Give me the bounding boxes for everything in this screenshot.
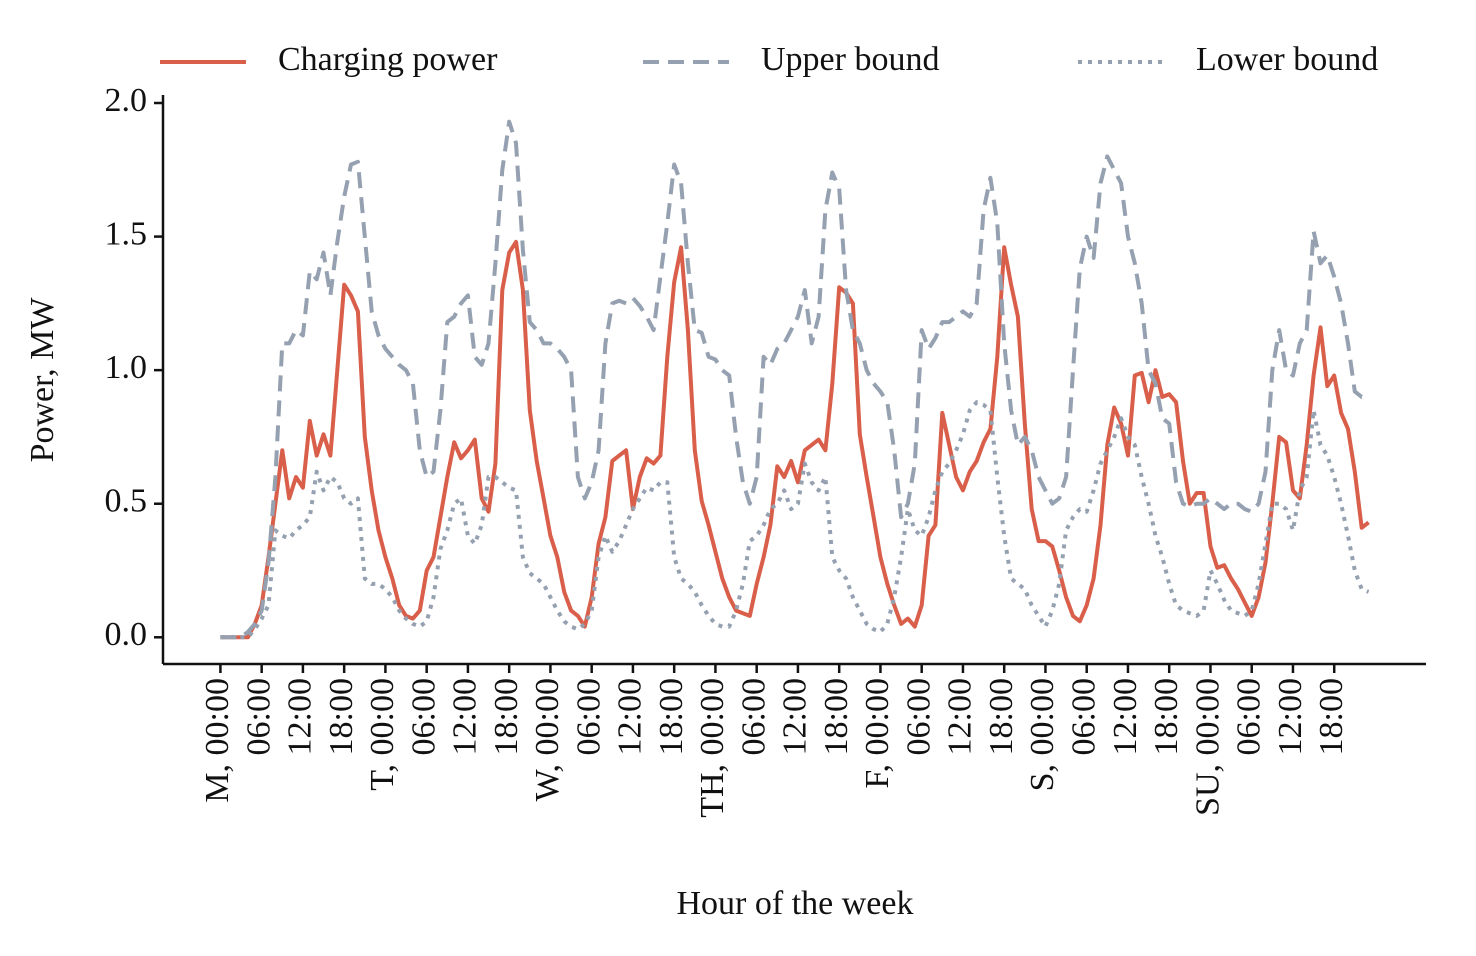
x-tick-label: 12:00	[447, 678, 484, 755]
y-tick-label: 2.0	[105, 82, 148, 119]
x-tick-label: 06:00	[900, 678, 937, 755]
x-tick-label: 06:00	[570, 678, 607, 755]
x-tick-label: 18:00	[818, 678, 855, 755]
x-tick-label: 12:00	[777, 678, 814, 755]
x-axis-label: Hour of the week	[677, 885, 914, 922]
legend-label: Charging power	[278, 41, 498, 78]
x-tick-label: S, 00:00	[1024, 678, 1061, 791]
x-tick-label: 12:00	[942, 678, 979, 755]
x-tick-label: 12:00	[1107, 678, 1144, 755]
legend-label: Upper bound	[761, 41, 939, 78]
x-tick-label: 18:00	[983, 678, 1020, 755]
x-tick-label: 18:00	[323, 678, 360, 755]
y-tick-label: 1.0	[105, 349, 148, 386]
x-tick-label: SU, 00:00	[1189, 678, 1226, 816]
x-tick-label: 06:00	[735, 678, 772, 755]
x-tick-label: M, 00:00	[199, 678, 236, 803]
y-tick-label: 0.5	[105, 483, 148, 520]
x-tick-label: 18:00	[653, 678, 690, 755]
x-tick-label: 18:00	[1313, 678, 1350, 755]
series-line	[220, 239, 1370, 640]
x-tick-label: 12:00	[282, 678, 319, 755]
series-line	[220, 400, 1370, 640]
x-tick-label: 12:00	[1272, 678, 1309, 755]
y-tick-label: 1.5	[105, 215, 148, 252]
x-tick-label: 18:00	[1148, 678, 1185, 755]
x-tick-label: 06:00	[1231, 678, 1268, 755]
x-tick-label: TH, 00:00	[694, 678, 731, 818]
y-axis-label: Power, MW	[24, 297, 61, 463]
x-tick-label: F, 00:00	[859, 678, 896, 789]
x-tick-label: 06:00	[240, 678, 277, 755]
series-line	[220, 119, 1369, 640]
x-tick-label: 12:00	[612, 678, 649, 755]
x-tick-label: W, 00:00	[529, 678, 566, 801]
x-tick-label: 06:00	[405, 678, 442, 755]
x-tick-label: T, 00:00	[364, 678, 401, 791]
legend-label: Lower bound	[1196, 41, 1378, 78]
y-tick-label: 0.0	[105, 616, 148, 653]
x-tick-label: 18:00	[488, 678, 525, 755]
x-tick-label: 06:00	[1065, 678, 1102, 755]
